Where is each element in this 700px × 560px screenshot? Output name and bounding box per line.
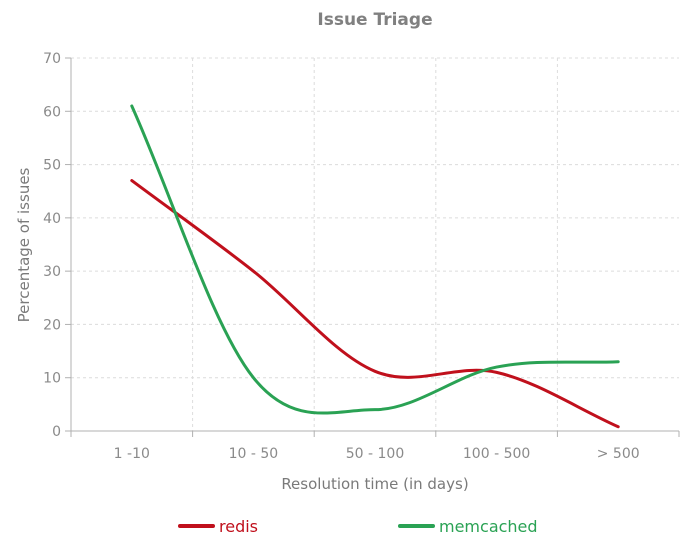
y-tick-label: 30 [43,264,61,280]
series-line-redis [130,179,620,429]
y-tick-label: 60 [43,104,61,120]
y-tick-label: 0 [52,424,61,440]
legend-label: redis [219,517,258,536]
x-tick-label: 50 - 100 [346,446,405,462]
series-line-memcached [130,104,620,415]
series-lines [130,104,620,429]
x-tick-label: > 500 [597,446,640,462]
legend-item-redis[interactable]: redis [178,517,258,536]
x-tick-label: 1 -10 [114,446,150,462]
y-tick-label: 70 [43,51,61,67]
legend-item-memcached[interactable]: memcached [398,517,538,536]
x-tick-label: 100 - 500 [463,446,530,462]
grid-lines [71,57,679,431]
legend-label: memcached [439,517,538,536]
y-tick-label: 10 [43,371,61,387]
x-tick-label: 10 - 50 [229,446,279,462]
chart-title: Issue Triage [317,10,432,30]
y-tick-label: 40 [43,211,61,227]
y-axis-label: Percentage of issues [15,167,33,322]
y-tick-label: 20 [43,317,61,333]
legend[interactable]: redis memcached [178,517,538,536]
x-axis-label: Resolution time (in days) [281,475,468,493]
axes [65,57,680,437]
y-axis-ticks: 0 10 20 30 40 50 60 70 [43,51,61,440]
y-tick-label: 50 [43,158,61,174]
x-axis-ticks: 1 -10 10 - 50 50 - 100 100 - 500 > 500 [114,446,640,462]
